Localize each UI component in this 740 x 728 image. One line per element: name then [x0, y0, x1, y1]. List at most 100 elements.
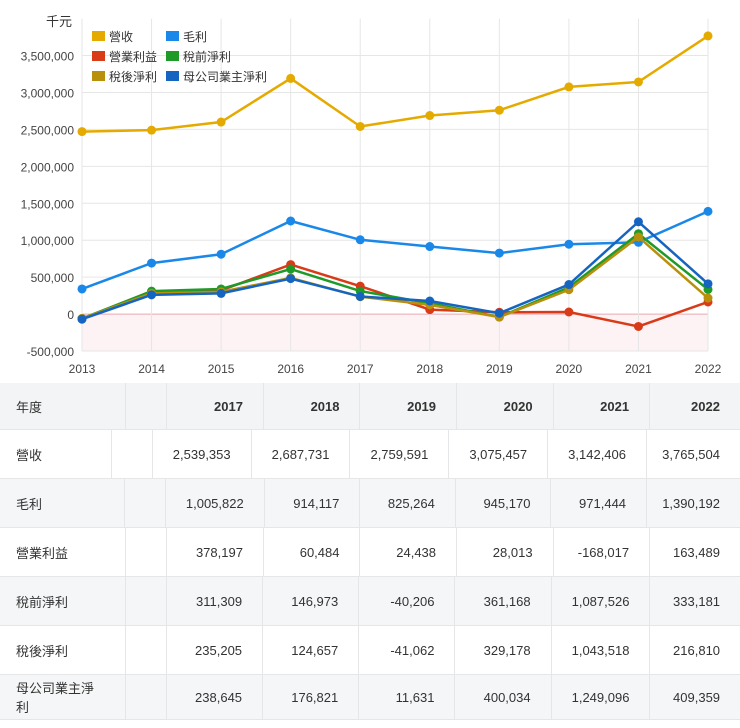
table-cell: 163,489	[672, 544, 720, 560]
legend-label: 稅前淨利	[183, 49, 231, 64]
table-cell: -41,062	[359, 626, 456, 674]
legend-swatch	[92, 51, 105, 61]
table-cell: -168,017	[554, 528, 651, 576]
data-point	[703, 279, 713, 289]
table-cell: 1,087,526	[552, 577, 651, 625]
table-cell: 361,168	[455, 577, 552, 625]
legend-label: 營業利益	[109, 50, 157, 64]
x-tick-label: 2015	[208, 362, 235, 376]
y-tick-label: 500,000	[31, 271, 75, 285]
series-line	[81, 232, 709, 320]
y-tick-label: 2,000,000	[21, 160, 75, 174]
table-cell: 311,309	[167, 577, 264, 625]
data-point	[147, 290, 157, 300]
table-cell: 378,197	[167, 528, 264, 576]
legend-swatch	[92, 31, 105, 41]
y-tick-label: -500,000	[27, 345, 75, 359]
data-point	[355, 121, 365, 131]
table-row: 稅前淨利 311,309 146,973 -40,206 361,168 1,087,52…	[0, 577, 740, 626]
x-tick-label: 2019	[486, 362, 513, 376]
table-row: 母公司業主淨利 238,645 176,821 11,631 400,034 1,249,…	[0, 675, 740, 720]
series-line	[81, 220, 709, 321]
y-tick-label: 2,500,000	[21, 123, 75, 137]
x-tick-label: 2021	[625, 362, 652, 376]
table-cell: 11,631	[359, 675, 456, 719]
table-cell: 235,205	[167, 626, 264, 674]
table-cell: -40,206	[359, 577, 456, 625]
legend-label: 母公司業主淨利	[183, 70, 267, 84]
table-cell: 146,973	[263, 577, 360, 625]
data-point	[147, 125, 157, 135]
table-cell: 24,438	[360, 528, 458, 576]
table-cell: 1,043,518	[552, 626, 651, 674]
data-point	[564, 280, 574, 290]
legend-swatch	[166, 51, 179, 61]
table-cell: 914,117	[265, 479, 361, 527]
x-tick-label: 2017	[347, 362, 374, 376]
table-header-row: 年度 2017 2018 2019 2020 2021 2022	[0, 383, 740, 430]
data-point	[425, 111, 435, 121]
legend-swatch	[166, 31, 179, 41]
table-cell: 2,759,591	[350, 430, 450, 478]
table-cell: 409,359	[673, 689, 721, 705]
data-point	[703, 206, 713, 216]
row-label: 毛利	[0, 479, 125, 527]
negative-region	[82, 314, 708, 351]
header-year: 2019	[360, 383, 458, 429]
table-cell: 1,005,822	[166, 479, 265, 527]
series-line	[81, 235, 709, 320]
table-cell: 3,765,504	[662, 446, 720, 462]
y-tick-label: 3,000,000	[21, 86, 75, 100]
table-cell: 176,821	[263, 675, 360, 719]
legend-label: 毛利	[183, 30, 207, 44]
table-row: 營收 2,539,353 2,687,731 2,759,591 3,075,457 3,…	[0, 430, 740, 479]
table-cell: 333,181	[673, 593, 721, 609]
legend-swatch	[92, 71, 105, 81]
line-chart: -500,000 0 500,000 1,000,000 1,500,000 2,000,…	[21, 14, 722, 376]
table-cell: 1,390,192	[662, 495, 721, 511]
data-point	[564, 82, 574, 92]
data-point	[425, 296, 435, 306]
data-point	[286, 264, 296, 274]
header-year: 2020	[457, 383, 554, 429]
row-label: 營收	[0, 430, 112, 478]
data-point	[633, 232, 643, 242]
data-point	[77, 284, 87, 294]
table-cell: 124,657	[263, 626, 360, 674]
data-point	[355, 291, 365, 301]
data-point	[494, 248, 504, 258]
legend-swatch	[166, 71, 179, 81]
data-point	[355, 235, 365, 245]
data-point	[703, 31, 713, 41]
data-point	[216, 117, 226, 127]
financial-table: 年度 2017 2018 2019 2020 2021 2022 營收 2,539…	[0, 383, 740, 720]
data-point	[216, 249, 226, 259]
data-point	[494, 105, 504, 115]
data-point	[425, 242, 435, 252]
row-label: 營業利益	[0, 528, 127, 576]
y-tick-label: 3,500,000	[21, 50, 75, 64]
x-tick-label: 2014	[138, 362, 165, 376]
y-tick-label: 1,500,000	[21, 197, 75, 211]
table-cell: 2,687,731	[252, 430, 351, 478]
data-point	[77, 127, 87, 137]
header-label: 年度	[0, 383, 127, 429]
data-point	[564, 239, 574, 249]
row-label: 母公司業主淨利	[0, 675, 126, 719]
header-year: 2021	[554, 383, 651, 429]
x-tick-label: 2018	[416, 362, 443, 376]
table-cell: 60,484	[264, 528, 361, 576]
table-cell: 3,142,406	[548, 430, 647, 478]
header-year: 2018	[264, 383, 361, 429]
data-point	[564, 307, 574, 317]
table-cell: 28,013	[457, 528, 554, 576]
data-point	[147, 258, 157, 268]
table-row: 毛利 1,005,822 914,117 825,264 945,170 971,444 1…	[0, 479, 740, 528]
data-point	[216, 288, 226, 298]
table-cell: 825,264	[360, 479, 456, 527]
header-year: 2017	[167, 383, 264, 429]
x-tick-label: 2016	[277, 362, 304, 376]
table-cell: 971,444	[551, 479, 648, 527]
x-tick-label: 2022	[695, 362, 722, 376]
table-cell: 329,178	[455, 626, 552, 674]
